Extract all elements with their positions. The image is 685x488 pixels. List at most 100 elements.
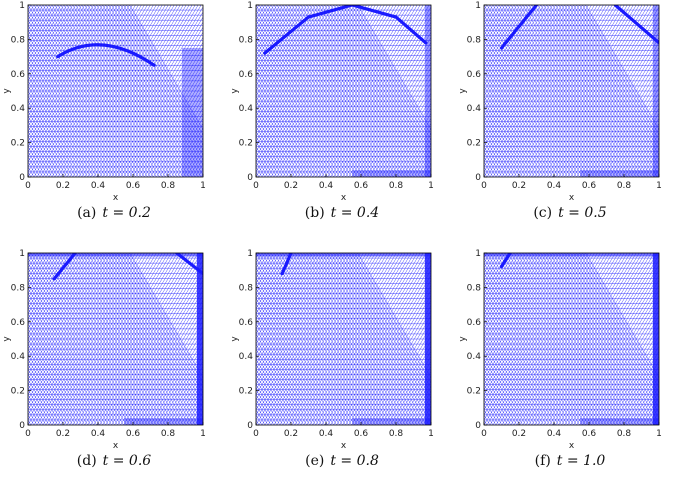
panel-caption: (e) t = 0.8 (228, 453, 456, 469)
y-tick-label: 0.4 (239, 104, 254, 114)
x-tick-label: 0.8 (617, 429, 632, 439)
time-value: t = 1.0 (556, 453, 606, 469)
x-axis-label: x (113, 193, 119, 203)
mesh-plot: 0 0.2 0.4 0.6 0.8 1 0 0.2 0.4 0.6 0.8 1 x y (230, 249, 434, 451)
refinement-front (52, 253, 77, 281)
triangular-mesh (484, 5, 659, 177)
panel-label: (e) (305, 453, 325, 469)
y-axis-label: y (458, 336, 468, 342)
x-tick-label: 1 (200, 181, 206, 191)
y-axis-label: y (2, 88, 12, 94)
x-tick-label: 0.8 (617, 181, 632, 191)
x-tick-label: 0.4 (547, 429, 562, 439)
refinement-front (613, 5, 659, 45)
mesh-panel-a: 0 0.2 0.4 0.6 0.8 1 0 0.2 0.4 0.6 0.8 1 x y (a) t = 0.2 (0, 0, 228, 240)
triangular-mesh (28, 5, 203, 177)
y-tick-label: 0.2 (239, 139, 253, 149)
mesh-panel-f: 0 0.2 0.4 0.6 0.8 1 0 0.2 0.4 0.6 0.8 1 x y (f) t = 1.0 (456, 248, 684, 488)
x-tick-label: 0 (253, 181, 259, 191)
x-tick-label: 0 (25, 181, 31, 191)
x-axis-label: x (569, 441, 575, 451)
x-tick-label: 0.2 (284, 429, 298, 439)
x-tick-label: 0 (25, 429, 31, 439)
refinement-front (280, 253, 293, 276)
x-axis-label: x (341, 441, 347, 451)
time-value: t = 0.5 (558, 205, 607, 221)
triangular-mesh (484, 253, 659, 425)
time-value: t = 0.4 (330, 205, 380, 221)
x-tick-label: 0.4 (91, 181, 106, 191)
plot-frame (255, 252, 432, 426)
time-value: t = 0.2 (102, 205, 151, 221)
time-value: t = 0.6 (102, 453, 152, 469)
triangular-mesh (256, 253, 431, 425)
x-tick-label: 0.6 (126, 181, 141, 191)
panel-label: (a) (77, 205, 97, 221)
y-tick-label: 0 (475, 421, 481, 431)
y-tick-label: 0.4 (11, 352, 26, 362)
y-tick-label: 1 (19, 1, 25, 11)
refinement-front (263, 5, 428, 55)
y-tick-label: 0.4 (11, 104, 26, 114)
panel-caption: (f) t = 1.0 (456, 453, 684, 469)
plot-frame (483, 4, 660, 178)
time-value: t = 0.8 (330, 453, 379, 469)
y-tick-label: 0.6 (239, 318, 254, 328)
x-tick-label: 0.8 (389, 429, 404, 439)
x-tick-label: 0.6 (582, 181, 597, 191)
panel-caption: (b) t = 0.4 (228, 205, 456, 221)
y-tick-label: 0.4 (239, 352, 254, 362)
y-axis-label: y (230, 336, 240, 342)
x-tick-label: 0.8 (161, 181, 176, 191)
x-axis-label: x (341, 193, 347, 203)
x-tick-label: 0.2 (512, 181, 526, 191)
y-tick-label: 0.6 (467, 70, 482, 80)
x-tick-label: 0.4 (547, 181, 562, 191)
panel-caption: (c) t = 0.5 (456, 205, 684, 221)
y-tick-label: 0.8 (11, 35, 26, 45)
y-tick-label: 1 (247, 249, 253, 259)
panel-label: (f) (534, 453, 551, 469)
y-tick-label: 1 (247, 1, 253, 11)
x-tick-label: 0.6 (354, 181, 369, 191)
mesh-plot: 0 0.2 0.4 0.6 0.8 1 0 0.2 0.4 0.6 0.8 1 x y (458, 1, 662, 203)
mesh-plot: 0 0.2 0.4 0.6 0.8 1 0 0.2 0.4 0.6 0.8 1 x y (458, 249, 662, 451)
y-tick-label: 0.2 (467, 387, 481, 397)
mesh-plot: 0 0.2 0.4 0.6 0.8 1 0 0.2 0.4 0.6 0.8 1 x y (2, 1, 206, 203)
mesh-panel-c: 0 0.2 0.4 0.6 0.8 1 0 0.2 0.4 0.6 0.8 1 x y (c) t = 0.5 (456, 0, 684, 240)
x-tick-label: 0.2 (512, 429, 526, 439)
refinement-front (56, 43, 156, 67)
x-tick-label: 0.4 (319, 181, 334, 191)
y-tick-label: 0.4 (467, 104, 482, 114)
x-tick-label: 0 (481, 429, 487, 439)
x-tick-label: 0 (253, 429, 259, 439)
plot-frame (483, 252, 660, 426)
plot-frame (27, 252, 204, 426)
refinement-front (499, 5, 539, 50)
x-tick-label: 0.6 (354, 429, 369, 439)
x-tick-label: 1 (428, 429, 434, 439)
y-tick-label: 0.8 (467, 283, 482, 293)
x-tick-label: 0.8 (161, 429, 176, 439)
y-tick-label: 0.4 (467, 352, 482, 362)
panel-label: (c) (533, 205, 553, 221)
panel-label: (b) (304, 205, 325, 221)
y-tick-label: 0.8 (239, 283, 254, 293)
y-tick-label: 0.6 (467, 318, 482, 328)
x-tick-label: 1 (656, 181, 662, 191)
x-tick-label: 0.2 (56, 429, 70, 439)
x-tick-label: 0.6 (126, 429, 141, 439)
y-tick-label: 0 (247, 173, 253, 183)
y-tick-label: 0.6 (11, 70, 26, 80)
y-tick-label: 0 (19, 421, 25, 431)
y-tick-label: 1 (475, 1, 481, 11)
y-tick-label: 0.2 (239, 387, 253, 397)
x-tick-label: 0 (481, 181, 487, 191)
y-tick-label: 0.8 (11, 283, 26, 293)
y-axis-label: y (2, 336, 12, 342)
x-tick-label: 1 (428, 181, 434, 191)
y-tick-label: 1 (475, 249, 481, 259)
x-axis-label: x (569, 193, 575, 203)
x-tick-label: 0.2 (56, 181, 70, 191)
panel-label: (d) (76, 453, 97, 469)
